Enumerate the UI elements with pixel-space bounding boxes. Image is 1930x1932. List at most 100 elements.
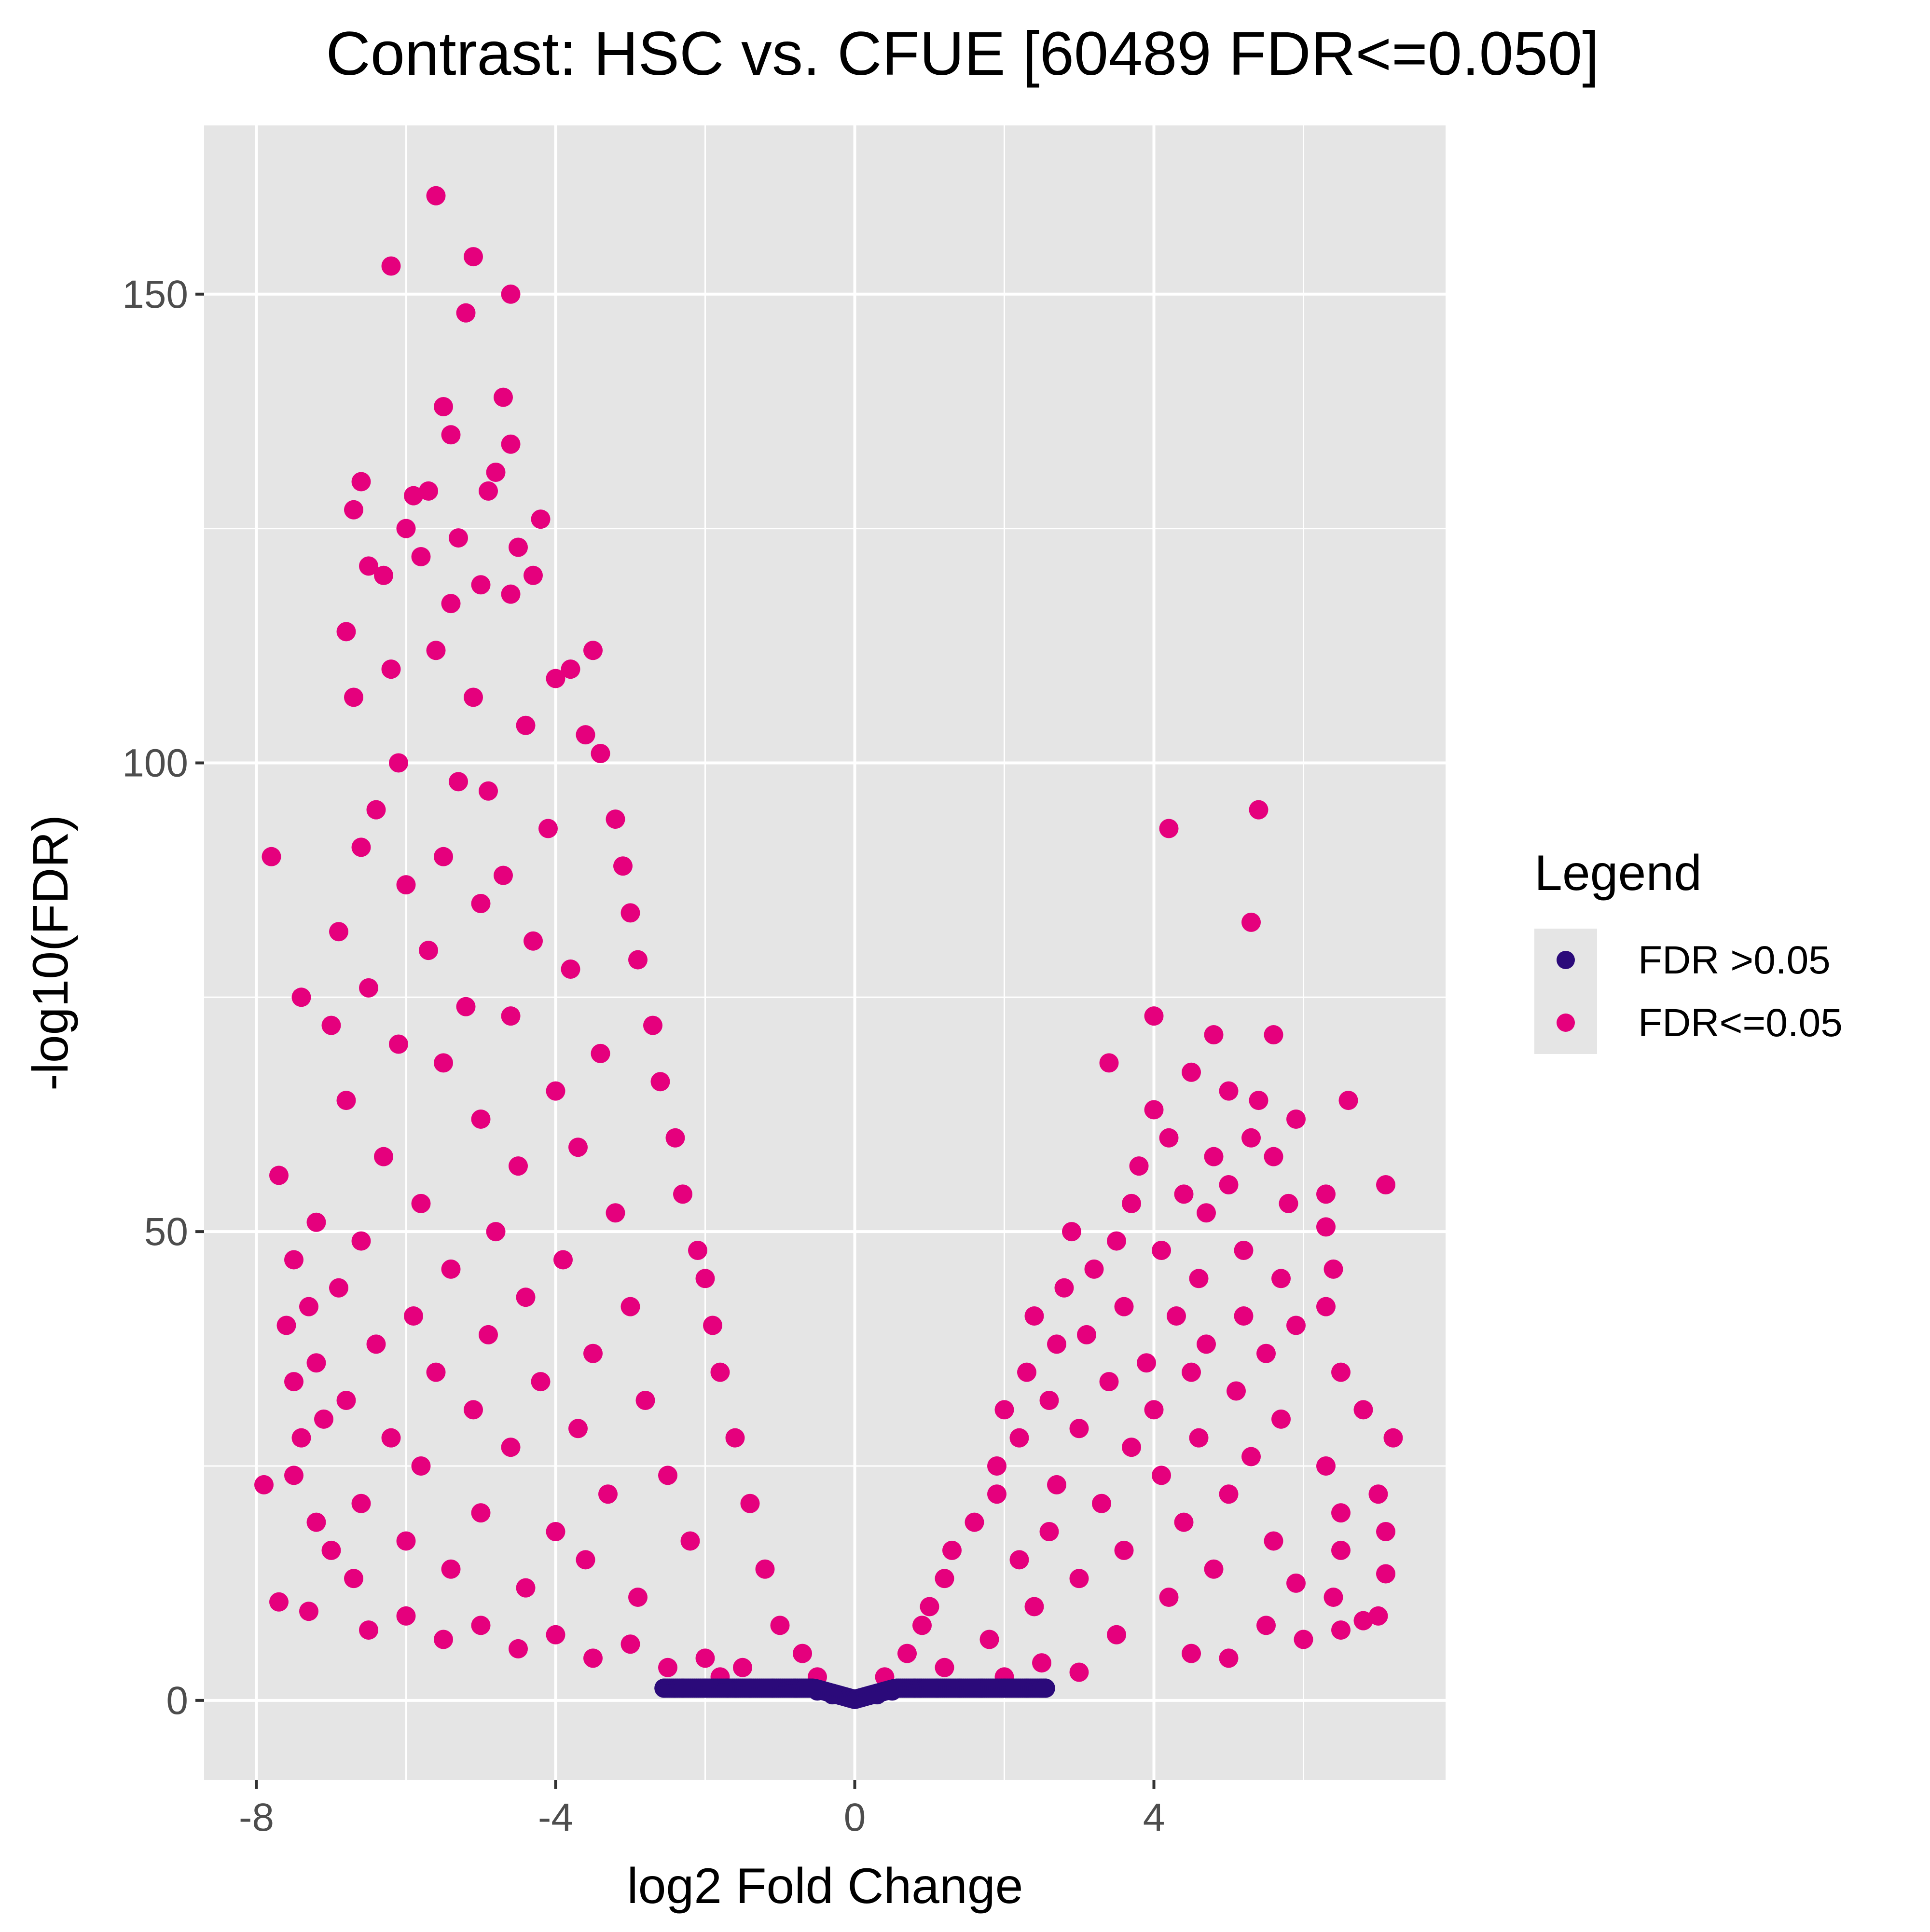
data-point — [531, 1372, 551, 1392]
data-point — [479, 1325, 498, 1344]
data-point — [1182, 1644, 1201, 1663]
data-point — [606, 1203, 625, 1223]
data-point — [299, 1602, 318, 1621]
data-point — [1234, 1306, 1254, 1326]
data-point — [591, 744, 610, 764]
data-point — [1249, 1091, 1268, 1110]
data-point — [486, 463, 506, 482]
data-point — [643, 1015, 662, 1035]
data-point — [456, 303, 476, 323]
data-point — [1122, 1193, 1141, 1213]
data-point — [1204, 1025, 1224, 1045]
data-point — [1144, 1100, 1164, 1120]
data-point — [1182, 1062, 1201, 1082]
data-point — [471, 1109, 491, 1129]
data-point — [441, 594, 461, 614]
data-point — [695, 1648, 715, 1668]
data-point — [1256, 1616, 1276, 1635]
data-point — [1323, 1588, 1343, 1607]
data-point — [464, 687, 483, 707]
data-point — [1107, 1231, 1126, 1251]
data-point — [568, 1419, 588, 1439]
data-point — [1114, 1540, 1134, 1560]
data-point — [269, 1165, 289, 1185]
data-point — [1316, 1184, 1336, 1204]
data-point — [479, 781, 498, 801]
data-point — [321, 1015, 341, 1035]
data-point — [411, 547, 431, 566]
data-point — [1122, 1438, 1141, 1457]
data-point — [1316, 1297, 1336, 1316]
data-point — [471, 1503, 491, 1523]
data-point — [1241, 912, 1261, 932]
data-point — [1316, 1217, 1336, 1237]
data-point — [1174, 1512, 1194, 1532]
data-point — [1137, 1353, 1156, 1373]
y-tick-label: 100 — [122, 741, 188, 785]
data-point — [1069, 1569, 1089, 1589]
data-point — [1204, 1147, 1224, 1166]
data-point — [1189, 1428, 1209, 1448]
data-point — [1383, 1428, 1403, 1448]
data-point — [366, 1334, 386, 1354]
data-point — [1017, 1362, 1036, 1382]
data-point — [509, 1156, 528, 1176]
data-point — [449, 528, 468, 548]
data-point — [516, 1578, 536, 1598]
data-point — [396, 1606, 416, 1626]
data-point — [1294, 1630, 1313, 1649]
data-point — [404, 1306, 423, 1326]
x-tick-label: -4 — [538, 1795, 573, 1839]
data-point — [897, 1644, 917, 1663]
data-point — [538, 819, 558, 838]
data-point — [524, 565, 543, 585]
legend: Legend FDR >0.05 FDR<=0.05 — [1534, 845, 1843, 1054]
data-point — [509, 1639, 528, 1658]
data-point — [269, 1592, 289, 1612]
data-point — [1062, 1222, 1081, 1242]
data-point — [396, 875, 416, 895]
data-point — [516, 715, 536, 735]
data-point — [1084, 1259, 1104, 1279]
data-point — [620, 1634, 640, 1654]
data-point — [665, 1128, 685, 1148]
data-point — [920, 1597, 939, 1617]
data-point — [1376, 1175, 1395, 1194]
data-point — [1241, 1128, 1261, 1148]
data-point — [568, 1137, 588, 1157]
data-point — [606, 809, 625, 829]
data-point — [344, 1569, 363, 1589]
data-point — [1144, 1006, 1164, 1026]
y-tick-label: 150 — [122, 273, 188, 316]
data-point — [1189, 1269, 1209, 1288]
data-point — [553, 1250, 573, 1270]
data-point — [703, 1315, 722, 1335]
data-point — [733, 1658, 752, 1677]
data-point — [1024, 1306, 1044, 1326]
data-point — [1032, 1653, 1051, 1673]
data-point — [434, 1630, 453, 1649]
grid-major — [204, 125, 1446, 1780]
data-point — [1197, 1203, 1216, 1223]
data-point — [262, 847, 281, 866]
chart-title: Contrast: HSC vs. CFUE [60489 FDR<=0.050… — [326, 19, 1599, 88]
data-point — [1167, 1306, 1186, 1326]
data-point — [471, 1616, 491, 1635]
data-point — [329, 1278, 348, 1298]
data-point — [509, 537, 528, 557]
data-point — [359, 1620, 378, 1640]
data-point — [381, 1428, 401, 1448]
data-point — [344, 500, 363, 520]
data-point — [351, 1494, 371, 1513]
data-point — [1152, 1241, 1171, 1261]
x-tick-label: -8 — [239, 1795, 274, 1839]
legend-title: Legend — [1534, 845, 1702, 901]
data-point — [1241, 1447, 1261, 1466]
data-point — [912, 1616, 932, 1635]
data-point — [479, 481, 498, 501]
data-point — [351, 472, 371, 492]
data-point — [673, 1184, 692, 1204]
data-point — [1286, 1109, 1306, 1129]
data-point — [434, 397, 453, 417]
data-point — [1331, 1503, 1351, 1523]
